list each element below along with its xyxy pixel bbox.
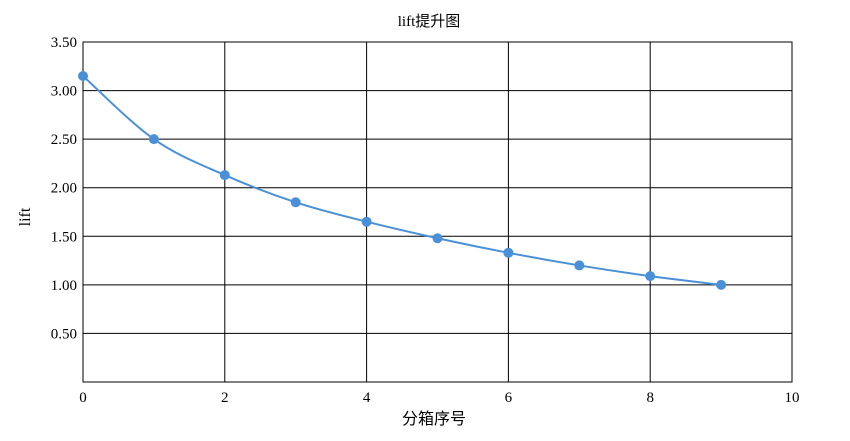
- y-tick-label: 2.00: [51, 181, 77, 197]
- data-point: [361, 216, 372, 227]
- data-point: [503, 247, 514, 258]
- x-tick-label: 6: [505, 390, 513, 406]
- x-tick-label: 0: [79, 390, 87, 406]
- data-point: [645, 271, 656, 282]
- data-point: [574, 260, 585, 271]
- y-tick-label: 3.00: [51, 84, 77, 100]
- chart-title: lift提升图: [398, 13, 461, 30]
- y-tick-label: 2.50: [51, 132, 77, 148]
- data-point: [148, 134, 159, 145]
- x-tick-label: 8: [646, 390, 654, 406]
- x-axis-title: 分箱序号: [402, 410, 466, 428]
- series-points: [78, 71, 727, 290]
- data-point: [78, 71, 88, 81]
- data-point: [716, 279, 727, 290]
- x-axis-ticks: 0 2 4 6 8 10: [79, 390, 799, 406]
- y-tick-label: 3.50: [51, 35, 77, 51]
- data-point: [219, 170, 230, 181]
- x-tick-label: 4: [363, 390, 371, 406]
- y-axis-title: lift: [17, 207, 34, 226]
- y-tick-label: 0.50: [51, 326, 77, 342]
- y-axis-ticks: 0.50 1.00 1.50 2.00 2.50 3.00 3.50: [51, 35, 77, 342]
- data-point: [432, 233, 443, 244]
- y-tick-label: 1.00: [51, 278, 77, 294]
- plot-frame: [82, 41, 793, 383]
- grid: [83, 41, 792, 382]
- data-point: [290, 197, 301, 208]
- y-tick-label: 1.50: [51, 229, 77, 245]
- x-tick-label: 2: [221, 390, 229, 406]
- series-line: [82, 75, 722, 286]
- x-tick-label: 10: [785, 390, 800, 406]
